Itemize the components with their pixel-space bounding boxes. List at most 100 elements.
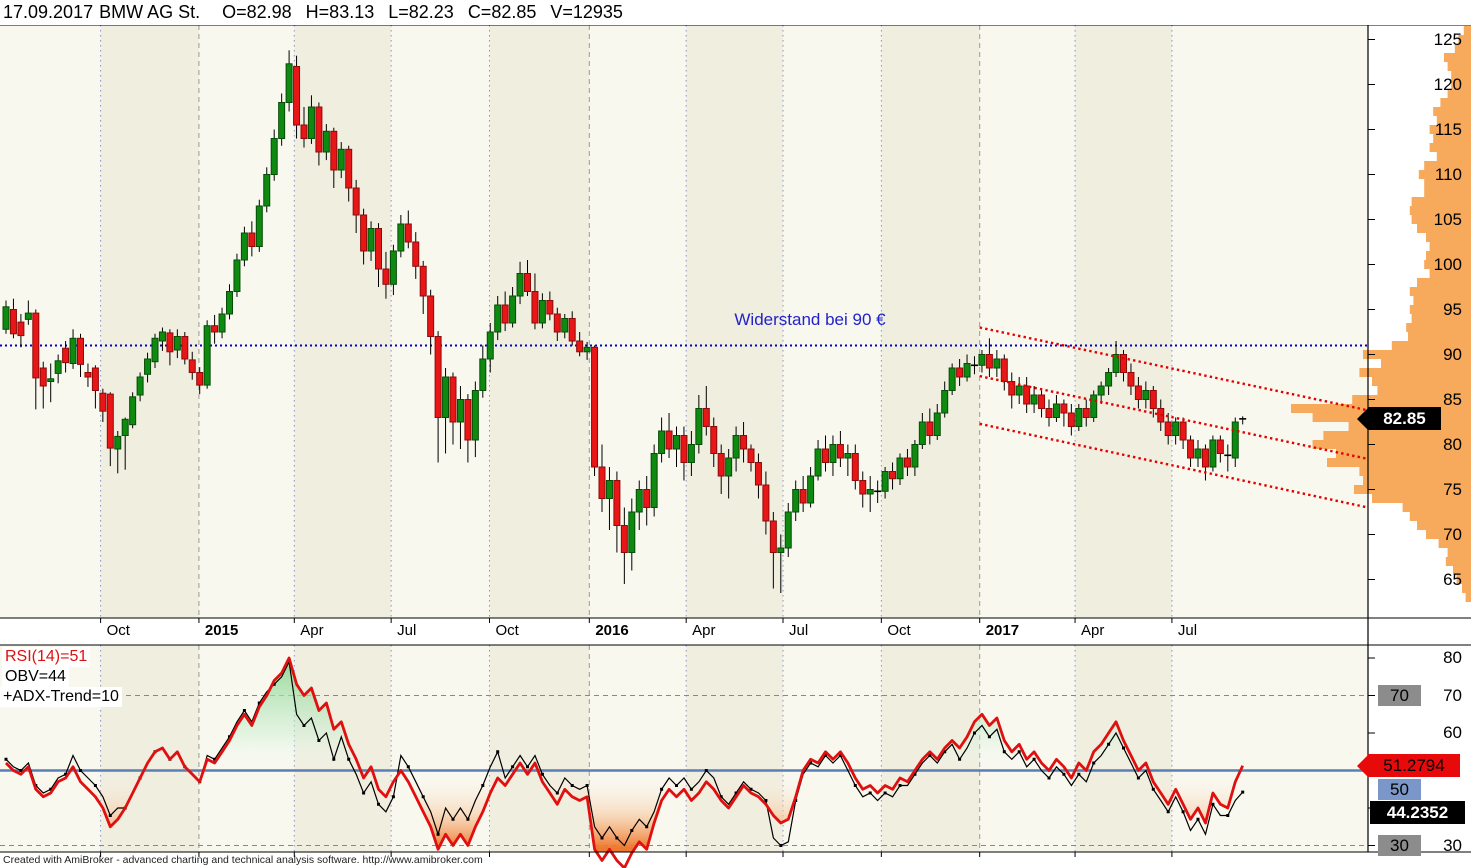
obv-marker: [585, 784, 589, 787]
volume-profile-bar: [1363, 476, 1471, 485]
volume-profile-bar: [1424, 188, 1471, 197]
candle-up: [1052, 403, 1060, 418]
volume-profile-bar: [1426, 530, 1471, 539]
obv-marker: [302, 724, 306, 727]
time-axis-label: Apr: [692, 622, 716, 639]
obv-marker: [734, 791, 738, 795]
volume-profile-bar: [1336, 449, 1471, 458]
candle-up: [218, 313, 226, 333]
price-axis-label: 85: [1443, 389, 1462, 409]
obv-marker: [853, 784, 857, 787]
volume-profile-bar: [1451, 80, 1471, 89]
candle-down: [1149, 390, 1157, 409]
obv-marker: [943, 750, 947, 754]
time-axis-label: Jul: [1177, 622, 1198, 639]
indicator-level-box: 70: [1378, 685, 1421, 706]
obv-marker: [421, 795, 425, 799]
volume-profile-bar: [1429, 125, 1471, 134]
title-bar: 17.09.2017 BMW AG St. O=82.98 H=83.13 L=…: [0, 0, 1471, 25]
candle-down: [1000, 358, 1008, 382]
volume-profile-bar: [1312, 440, 1471, 449]
candle-down: [1216, 439, 1224, 454]
vertical-gridlines: [100, 25, 1173, 852]
candle-up: [136, 376, 144, 396]
indicator-level-box: 30: [1378, 835, 1421, 856]
candle-down: [1134, 385, 1142, 400]
obv-marker: [406, 765, 410, 769]
volume-profile-bar: [1409, 206, 1471, 215]
candle-up: [866, 489, 874, 495]
candle-up: [24, 312, 32, 320]
price-axis-label: 70: [1443, 524, 1462, 544]
trendline: [979, 326, 1369, 412]
time-axis-label: Apr: [1081, 622, 1105, 639]
candle-down: [17, 321, 25, 337]
candle-down: [419, 265, 427, 297]
candle-down: [531, 291, 539, 324]
time-axis-label: 2015: [204, 622, 239, 639]
obv-marker: [257, 701, 261, 705]
candle-down: [39, 367, 47, 387]
volume-profile-bar: [1436, 116, 1471, 125]
obv-marker: [630, 829, 634, 832]
volume-profile-bar: [1359, 368, 1471, 377]
candle-down: [9, 309, 17, 335]
candle-down: [1067, 412, 1075, 427]
volume-profile-bar: [1359, 467, 1471, 476]
obv-marker: [719, 795, 723, 799]
obv-marker: [660, 787, 664, 791]
volume-profile-bar: [1413, 296, 1471, 305]
volume-profile-bar: [1433, 107, 1471, 116]
candle-down: [1060, 403, 1068, 414]
obv-marker: [49, 787, 53, 791]
volume-profile-bar: [1451, 71, 1471, 80]
volume-profile-bar: [1417, 224, 1471, 233]
time-axis-label: 2017: [985, 622, 1020, 639]
price-axis-label: 75: [1443, 479, 1462, 499]
rsi-value-tag: 51.2794: [1357, 754, 1460, 777]
candle-down: [568, 318, 576, 342]
candle-up: [896, 457, 904, 480]
candle-up: [151, 337, 159, 363]
candle-up: [1172, 421, 1180, 436]
rsi-value: 51.2794: [1368, 754, 1460, 777]
candle-down: [1127, 372, 1135, 387]
obv-marker: [496, 750, 500, 754]
candle-down: [196, 372, 204, 386]
obv-marker: [451, 817, 455, 821]
volume-profile-bar: [1462, 584, 1471, 593]
volume-profile-bar: [1363, 350, 1471, 359]
candle-up: [583, 346, 591, 353]
candle-down: [799, 489, 807, 504]
candle-down: [1038, 394, 1046, 409]
candle-down: [769, 520, 777, 553]
candle-up: [367, 228, 375, 252]
obv-marker: [1017, 750, 1021, 754]
indicator-levels: [0, 695, 1368, 846]
candle-up: [144, 358, 152, 375]
candle-up: [1097, 385, 1105, 396]
candle-up: [777, 547, 785, 553]
candle-up: [1142, 390, 1150, 400]
volume-profile-bar: [1429, 242, 1471, 251]
volume-profile-bar: [1445, 557, 1471, 566]
volume-profile-bar: [1453, 566, 1471, 575]
candle-up: [255, 205, 263, 247]
obv-marker: [1151, 787, 1155, 791]
candle-up: [650, 453, 658, 508]
volume-profile-bar: [1433, 134, 1471, 143]
candle-down: [926, 421, 934, 436]
obv-marker: [1002, 750, 1006, 754]
candle-down: [352, 187, 360, 216]
price-axis-label: 95: [1443, 299, 1462, 319]
candle-up: [494, 304, 502, 333]
candle-up: [635, 489, 643, 513]
rsi-label: RSI(14)=51: [2, 647, 91, 667]
candle-up: [307, 106, 315, 139]
candle-down: [956, 367, 964, 378]
candle-up: [1194, 448, 1202, 459]
obv-marker: [1226, 814, 1230, 817]
candle-down: [665, 430, 673, 450]
candle-down: [62, 347, 70, 364]
